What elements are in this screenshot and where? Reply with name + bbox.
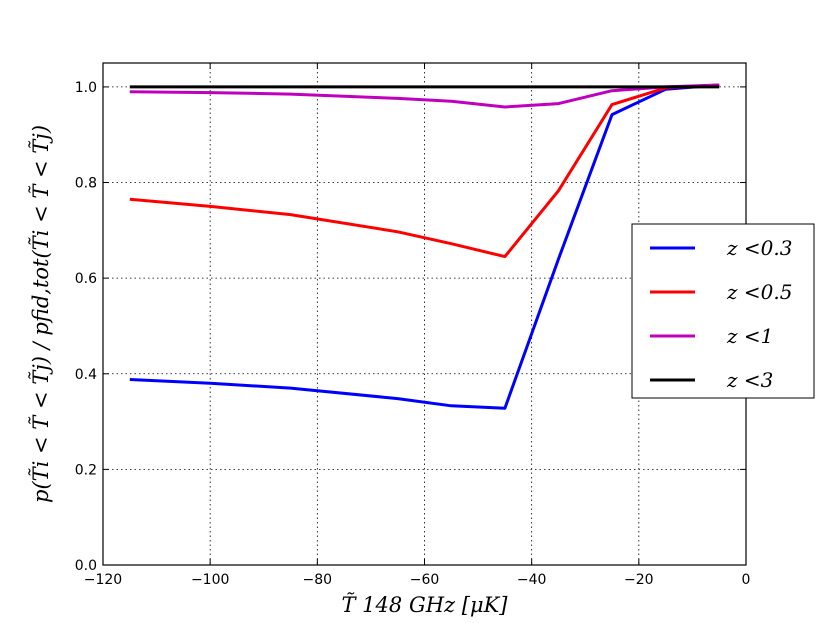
x-tick-label: −40 bbox=[517, 572, 547, 588]
x-tick-label: −60 bbox=[410, 572, 440, 588]
x-tick-label: 0 bbox=[742, 572, 751, 588]
x-tick-label: −20 bbox=[624, 572, 654, 588]
series-line-0 bbox=[129, 83, 720, 410]
y-tick-label: 0.0 bbox=[75, 558, 97, 574]
axis-ticks: −120 −100 −80 −60 −40 −20 0 0.0 0.2 0.4 0.6 0.8 1.0 bbox=[75, 63, 751, 588]
legend: z <0.3 z <0.5 z <1 z <3 bbox=[631, 223, 815, 399]
y-axis-label: p(T̃i < T̃ < T̃j) / pfid,tot(T̃i < T̃ < … bbox=[29, 125, 53, 503]
series-line-1 bbox=[129, 83, 720, 259]
legend-box bbox=[631, 223, 815, 399]
y-tick-label: 0.6 bbox=[75, 271, 97, 287]
x-tick-label: −100 bbox=[191, 572, 229, 588]
y-tick-label: 0.8 bbox=[75, 176, 97, 192]
series-line-2 bbox=[129, 83, 720, 109]
x-tick-label: −120 bbox=[84, 572, 122, 588]
x-tick-label: −80 bbox=[303, 572, 333, 588]
y-tick-label: 1.0 bbox=[75, 80, 97, 96]
series-lines bbox=[129, 83, 720, 410]
y-tick-label: 0.4 bbox=[75, 367, 97, 383]
y-tick-label: 0.2 bbox=[75, 462, 97, 478]
legend-label-0: z <0.3 bbox=[726, 236, 792, 260]
legend-label-3: z <3 bbox=[726, 368, 773, 392]
legend-label-1: z <0.5 bbox=[726, 280, 792, 304]
legend-label-2: z <1 bbox=[726, 324, 773, 348]
x-axis-label: T̃ 148 GHz [μK] bbox=[342, 593, 509, 617]
